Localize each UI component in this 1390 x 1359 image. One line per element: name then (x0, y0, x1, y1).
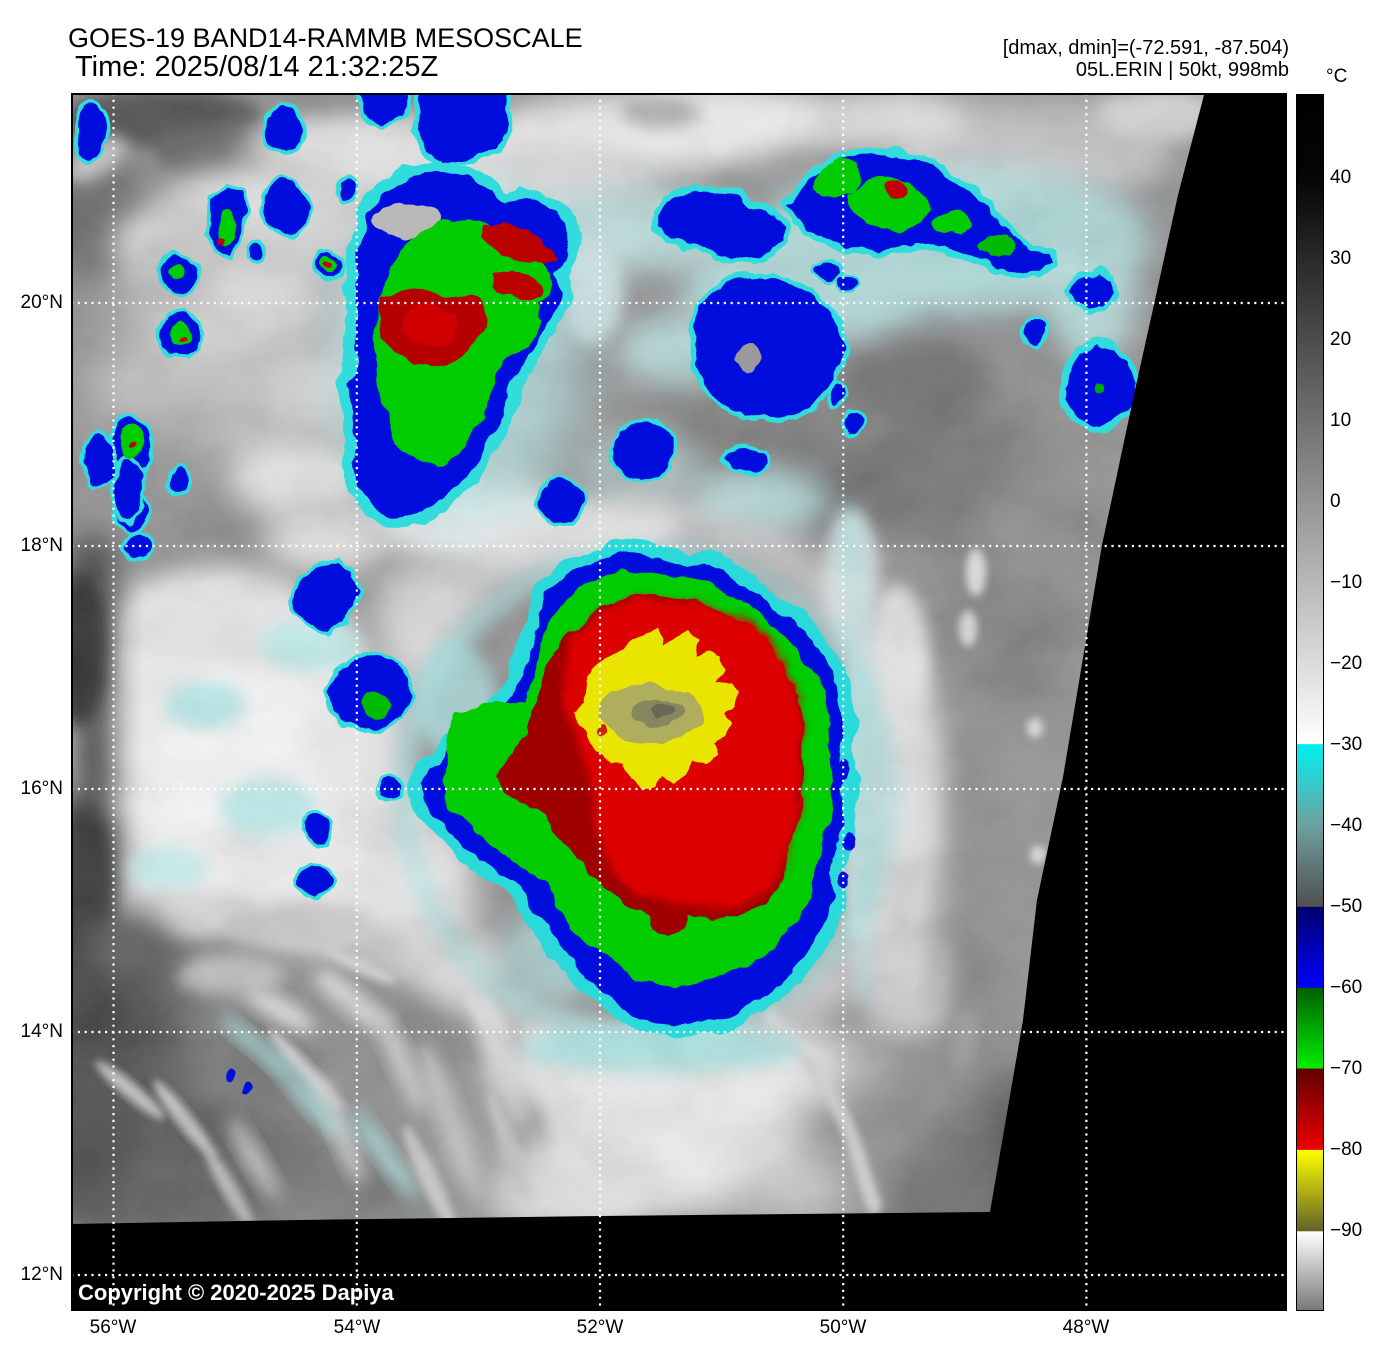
svg-text:Copyright © 2020-2025 Dapiya: Copyright © 2020-2025 Dapiya (78, 1280, 395, 1305)
